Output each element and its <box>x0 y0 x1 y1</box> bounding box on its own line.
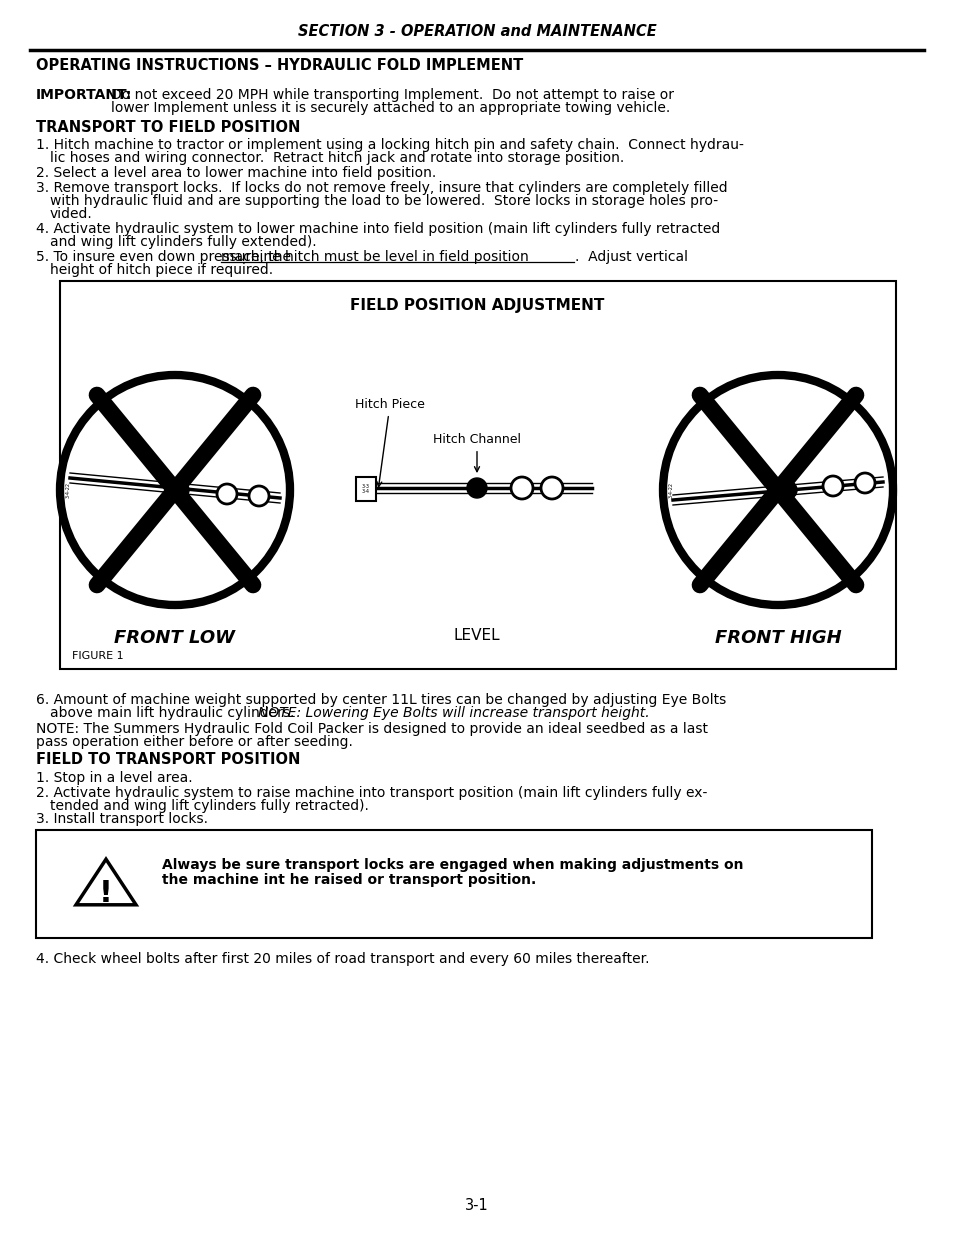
Text: Hitch Piece: Hitch Piece <box>355 398 424 487</box>
Text: tended and wing lift cylinders fully retracted).: tended and wing lift cylinders fully ret… <box>50 799 369 813</box>
Text: FIELD TO TRANSPORT POSITION: FIELD TO TRANSPORT POSITION <box>36 752 300 767</box>
Text: 3-4-22: 3-4-22 <box>668 482 673 498</box>
Text: machine hitch must be level in field position: machine hitch must be level in field pos… <box>221 249 528 264</box>
Text: with hydraulic fluid and are supporting the load to be lowered.  Store locks in : with hydraulic fluid and are supporting … <box>50 194 718 207</box>
Circle shape <box>60 375 290 605</box>
Text: FRONT LOW: FRONT LOW <box>114 629 235 647</box>
Bar <box>60 282 895 669</box>
Text: lower Implement unless it is securely attached to an appropriate towing vehicle.: lower Implement unless it is securely at… <box>111 101 670 115</box>
Circle shape <box>216 484 236 504</box>
Text: 5. To insure even down pressure, the: 5. To insure even down pressure, the <box>36 249 295 264</box>
Text: vided.: vided. <box>50 207 92 221</box>
Text: Always be sure transport locks are engaged when making adjustments on: Always be sure transport locks are engag… <box>162 858 742 872</box>
Text: lic hoses and wiring connector.  Retract hitch jack and rotate into storage posi: lic hoses and wiring connector. Retract … <box>50 151 623 165</box>
Circle shape <box>822 475 842 496</box>
Circle shape <box>171 480 189 499</box>
Text: 6. Amount of machine weight supported by center 11L tires can be changed by adju: 6. Amount of machine weight supported by… <box>36 693 725 706</box>
Text: IMPORTANT:: IMPORTANT: <box>36 88 132 103</box>
Text: NOTE: Lowering Eye Bolts will increase transport height.: NOTE: Lowering Eye Bolts will increase t… <box>257 706 649 720</box>
Text: 4. Check wheel bolts after first 20 miles of road transport and every 60 miles t: 4. Check wheel bolts after first 20 mile… <box>36 952 649 966</box>
Text: FIELD POSITION ADJUSTMENT: FIELD POSITION ADJUSTMENT <box>350 298 603 312</box>
Text: OPERATING INSTRUCTIONS – HYDRAULIC FOLD IMPLEMENT: OPERATING INSTRUCTIONS – HYDRAULIC FOLD … <box>36 58 522 74</box>
Text: TRANSPORT TO FIELD POSITION: TRANSPORT TO FIELD POSITION <box>36 120 300 135</box>
Text: FIGURE 1: FIGURE 1 <box>71 651 124 661</box>
Text: and wing lift cylinders fully extended).: and wing lift cylinders fully extended). <box>50 235 316 249</box>
Text: !: ! <box>99 879 112 909</box>
Text: 3. Install transport locks.: 3. Install transport locks. <box>36 811 208 826</box>
Bar <box>36 830 871 939</box>
Polygon shape <box>76 860 136 905</box>
Circle shape <box>540 477 562 499</box>
Text: LEVEL: LEVEL <box>454 629 499 643</box>
Text: 3-1: 3-1 <box>465 1198 488 1213</box>
Bar <box>355 477 375 501</box>
Text: 3-4-22: 3-4-22 <box>66 482 71 498</box>
Text: .  Adjust vertical: . Adjust vertical <box>575 249 687 264</box>
Text: Do not exceed 20 MPH while transporting Implement.  Do not attempt to raise or: Do not exceed 20 MPH while transporting … <box>111 88 673 103</box>
Circle shape <box>511 477 533 499</box>
Text: 2. Select a level area to lower machine into field position.: 2. Select a level area to lower machine … <box>36 165 436 180</box>
Circle shape <box>249 487 269 506</box>
Text: the machine int he raised or transport position.: the machine int he raised or transport p… <box>162 873 536 887</box>
Text: SECTION 3 - OPERATION and MAINTENANCE: SECTION 3 - OPERATION and MAINTENANCE <box>297 25 656 40</box>
Text: 1. Hitch machine to tractor or implement using a locking hitch pin and safety ch: 1. Hitch machine to tractor or implement… <box>36 138 743 152</box>
Text: 4. Activate hydraulic system to lower machine into field position (main lift cyl: 4. Activate hydraulic system to lower ma… <box>36 222 720 236</box>
Circle shape <box>467 478 486 498</box>
Circle shape <box>662 375 892 605</box>
Text: 3-3
3-4: 3-3 3-4 <box>361 484 370 494</box>
Circle shape <box>854 473 874 493</box>
Text: 2. Activate hydraulic system to raise machine into transport position (main lift: 2. Activate hydraulic system to raise ma… <box>36 785 706 800</box>
Circle shape <box>779 480 796 499</box>
Text: pass operation either before or after seeding.: pass operation either before or after se… <box>36 735 353 748</box>
Text: NOTE: The Summers Hydraulic Fold Coil Packer is designed to provide an ideal see: NOTE: The Summers Hydraulic Fold Coil Pa… <box>36 722 707 736</box>
Text: 3. Remove transport locks.  If locks do not remove freely, insure that cylinders: 3. Remove transport locks. If locks do n… <box>36 182 727 195</box>
Text: height of hitch piece if required.: height of hitch piece if required. <box>50 263 273 277</box>
Text: above main lift hydraulic cylinders.: above main lift hydraulic cylinders. <box>50 706 303 720</box>
Text: Hitch Channel: Hitch Channel <box>433 433 520 472</box>
Text: FRONT HIGH: FRONT HIGH <box>714 629 841 647</box>
Text: 1. Stop in a level area.: 1. Stop in a level area. <box>36 771 193 785</box>
